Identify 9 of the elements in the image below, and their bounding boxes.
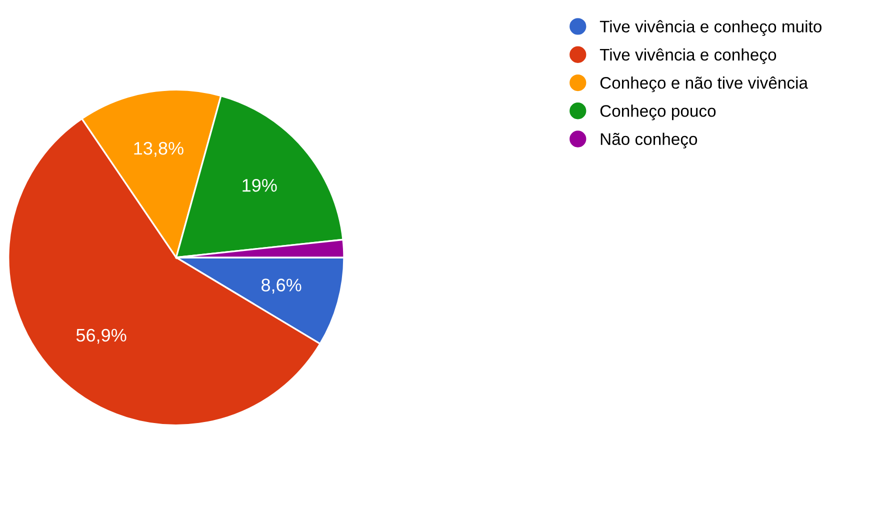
data-label: 13,8% (134, 142, 184, 157)
data-label: 8,6% (262, 278, 302, 294)
data-label: 19% (242, 178, 277, 192)
data-label: 56,9% (76, 328, 126, 344)
legend-label: Conheço pouco (600, 104, 716, 120)
legend-label: Tive vivência e conheço (600, 48, 776, 64)
legend-label: Tive vivência e conheço muito (600, 20, 822, 36)
legend-label: Conheço e não tive vivência (600, 76, 808, 92)
legend-label: Não conheço (600, 132, 698, 148)
